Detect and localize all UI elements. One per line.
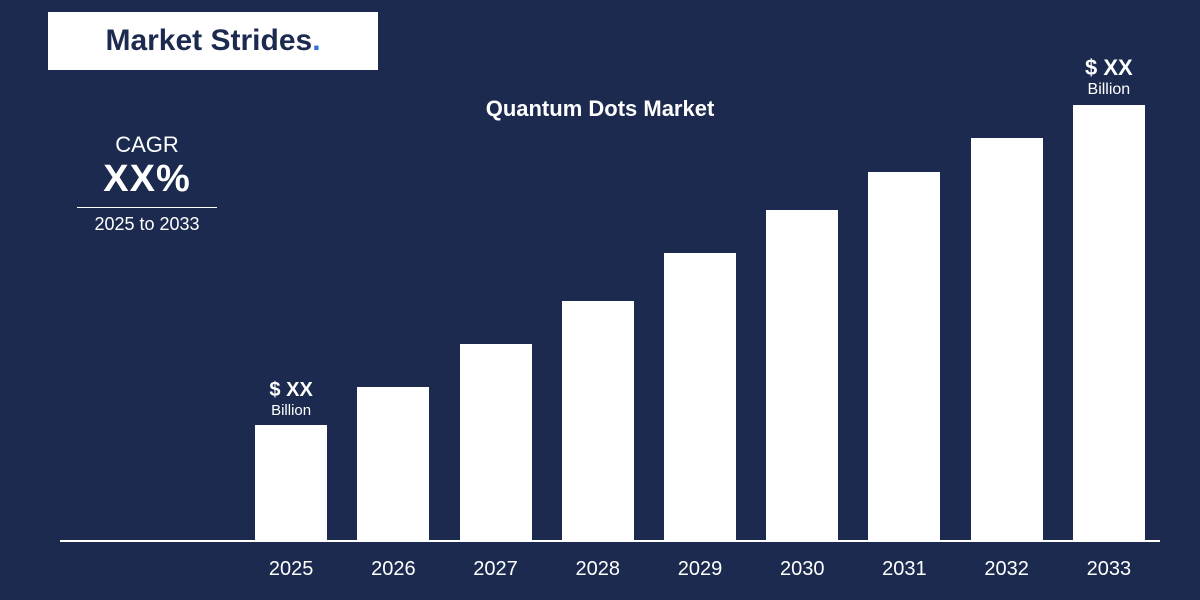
x-axis-label: 2026 <box>357 558 429 581</box>
bar-wrap <box>562 301 634 540</box>
bar-wrap <box>357 387 429 540</box>
x-axis-label: 2029 <box>664 558 736 581</box>
bar <box>766 210 838 540</box>
x-axis-label: 2025 <box>255 558 327 581</box>
annotation-unit: Billion <box>1049 81 1169 99</box>
annotation-unit: Billion <box>231 402 351 419</box>
first-bar-annotation: $ XXBillion <box>231 379 351 419</box>
bar-group: $ XXBillion $ XXBillion <box>240 100 1160 540</box>
x-axis-label: 2027 <box>460 558 532 581</box>
brand-logo-dot: . <box>312 24 320 58</box>
annotation-value: $ XX <box>1049 55 1169 81</box>
bar <box>868 172 940 540</box>
bar <box>971 138 1043 540</box>
cagr-block: CAGR XX% 2025 to 2033 <box>72 132 222 235</box>
x-axis-label: 2030 <box>766 558 838 581</box>
bar-wrap <box>766 210 838 540</box>
cagr-period: 2025 to 2033 <box>72 214 222 235</box>
x-axis-label: 2031 <box>868 558 940 581</box>
bar <box>255 425 327 540</box>
cagr-divider <box>77 207 217 208</box>
chart-plot-area: $ XXBillion $ XXBillion <box>240 100 1160 540</box>
brand-logo-box: Market Strides. <box>48 12 378 70</box>
bar <box>664 253 736 540</box>
bar <box>562 301 634 540</box>
bar <box>1073 105 1145 540</box>
cagr-value: XX% <box>72 158 222 201</box>
cagr-label: CAGR <box>72 132 222 158</box>
last-bar-annotation: $ XXBillion <box>1049 55 1169 99</box>
bar-wrap: $ XXBillion <box>1073 105 1145 540</box>
bar-wrap <box>460 344 532 540</box>
x-axis-label: 2028 <box>562 558 634 581</box>
chart-baseline <box>60 540 1160 542</box>
bar <box>460 344 532 540</box>
x-axis-label: 2032 <box>971 558 1043 581</box>
annotation-value: $ XX <box>231 379 351 402</box>
bar-wrap <box>971 138 1043 540</box>
bar-wrap <box>868 172 940 540</box>
brand-logo-text: Market Strides <box>105 24 312 58</box>
bar <box>357 387 429 540</box>
x-axis-label: 2033 <box>1073 558 1145 581</box>
bar-wrap <box>664 253 736 540</box>
x-axis-labels: 2025 2026 2027 2028 2029 2030 2031 2032 2033 <box>240 558 1160 581</box>
bar-wrap: $ XXBillion <box>255 425 327 540</box>
